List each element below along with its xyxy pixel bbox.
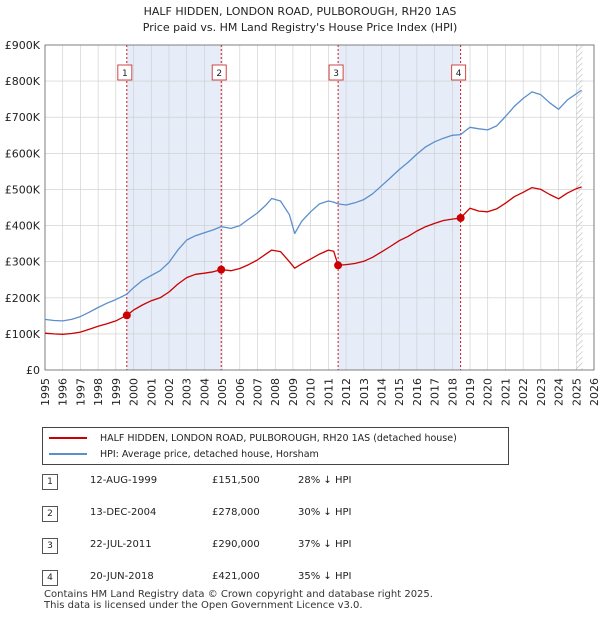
x-tick-label: 2003 [181, 378, 194, 406]
x-tick-label: 2025 [570, 378, 583, 406]
sale-point [456, 213, 465, 222]
legend-swatch-property [49, 437, 87, 439]
plot-frame [44, 44, 595, 371]
sale-label-box [451, 64, 467, 81]
footer: Contains HM Land Registry data © Crown c… [44, 589, 433, 611]
sale-price: £278,000 [212, 507, 260, 518]
y-tick-label: £500K [5, 183, 41, 196]
sale-hpi-diff: 35% ↓ HPI [298, 571, 352, 582]
x-tick-label: 2023 [535, 378, 548, 406]
sale-point [334, 261, 343, 270]
sale-price: £421,000 [212, 571, 260, 582]
x-tick-label: 2015 [393, 378, 406, 406]
price-chart: £0 £100K £200K £300K £400K £500K £600K £700K £80… [5, 39, 600, 406]
x-tick-label: 2013 [358, 378, 371, 406]
sale-label-number: 2 [216, 69, 222, 79]
x-tick-label: 2012 [340, 378, 353, 406]
x-tick-label: 2009 [287, 378, 300, 406]
sale-date: 20-JUN-2018 [90, 571, 154, 582]
x-tick-label: 2021 [499, 378, 512, 406]
x-tick-label: 2024 [553, 378, 566, 406]
legend: HALF HIDDEN, LONDON ROAD, PULBOROUGH, RH… [42, 427, 509, 465]
y-tick-label: £600K [5, 147, 41, 160]
y-tick-label: £200K [5, 292, 41, 305]
legend-label-property: HALF HIDDEN, LONDON ROAD, PULBOROUGH, RH… [100, 432, 457, 444]
y-tick-label: £0 [26, 364, 40, 377]
sale-date: 12-AUG-1999 [90, 475, 158, 486]
sale-number-badge: 2 [42, 506, 58, 522]
x-tick-label: 2006 [234, 378, 247, 406]
x-tick-label: 2019 [464, 378, 477, 406]
sale-point [217, 265, 226, 274]
x-tick-label: 2022 [517, 378, 530, 406]
legend-item-hpi: HPI: Average price, detached house, Hors… [49, 446, 319, 462]
x-tick-label: 2026 [588, 378, 600, 406]
sale-label-box [211, 64, 227, 81]
x-tick-label: 1995 [39, 378, 52, 406]
x-tick-label: 2005 [216, 378, 229, 406]
sale-label-number: 1 [122, 69, 128, 79]
sale-date: 13-DEC-2004 [90, 507, 157, 518]
x-tick-label: 1997 [74, 378, 87, 406]
sale-number-badge: 3 [42, 538, 58, 554]
x-tick-label: 2004 [198, 378, 211, 406]
y-tick-label: £400K [5, 220, 41, 233]
y-tick-label: £900K [5, 39, 41, 52]
chart-subtitle: Price paid vs. HM Land Registry's House … [142, 21, 458, 34]
x-tick-label: 2018 [446, 378, 459, 406]
sale-label-number: 3 [333, 69, 339, 79]
y-tick-label: £800K [5, 75, 41, 88]
sale-label-box [328, 64, 344, 81]
legend-item-property: HALF HIDDEN, LONDON ROAD, PULBOROUGH, RH… [49, 430, 457, 446]
sale-number-badge: 1 [42, 474, 58, 490]
x-tick-label: 2020 [482, 378, 495, 406]
x-tick-label: 2000 [128, 378, 141, 406]
sale-label-box [117, 64, 133, 81]
x-tick-label: 1999 [110, 378, 123, 406]
x-tick-label: 2017 [429, 378, 442, 406]
sale-hpi-diff: 37% ↓ HPI [298, 539, 352, 550]
sale-price: £151,500 [212, 475, 260, 486]
x-tick-label: 2011 [322, 378, 335, 406]
x-tick-label: 2002 [163, 378, 176, 406]
sale-hpi-diff: 30% ↓ HPI [298, 507, 352, 518]
sale-point [122, 311, 131, 320]
chart-title: HALF HIDDEN, LONDON ROAD, PULBOROUGH, RH… [143, 5, 457, 18]
shaded-period [126, 45, 222, 370]
sale-date: 22-JUL-2011 [90, 539, 152, 550]
x-tick-label: 2014 [375, 378, 388, 406]
x-tick-label: 1998 [92, 378, 105, 406]
sale-price: £290,000 [212, 539, 260, 550]
y-tick-label: £100K [5, 328, 41, 341]
x-tick-label: 2001 [145, 378, 158, 406]
x-tick-label: 2016 [411, 378, 424, 406]
footer-licence: This data is licensed under the Open Gov… [44, 600, 363, 611]
legend-swatch-hpi [49, 453, 87, 455]
x-tick-label: 2008 [269, 378, 282, 406]
sale-label-number: 4 [456, 69, 462, 79]
legend-label-hpi: HPI: Average price, detached house, Hors… [100, 448, 319, 460]
sale-hpi-diff: 28% ↓ HPI [298, 475, 352, 486]
forecast-hatch [576, 45, 583, 370]
x-tick-label: 2007 [252, 378, 265, 406]
sale-number-badge: 4 [42, 570, 58, 586]
footer-copyright: Contains HM Land Registry data © Crown c… [44, 589, 433, 600]
y-tick-label: £300K [5, 256, 41, 269]
y-tick-label: £700K [5, 111, 41, 124]
x-tick-label: 2010 [305, 378, 318, 406]
series-line-property [44, 186, 582, 335]
series-line-hpi [44, 89, 582, 322]
x-tick-label: 1996 [57, 378, 70, 406]
